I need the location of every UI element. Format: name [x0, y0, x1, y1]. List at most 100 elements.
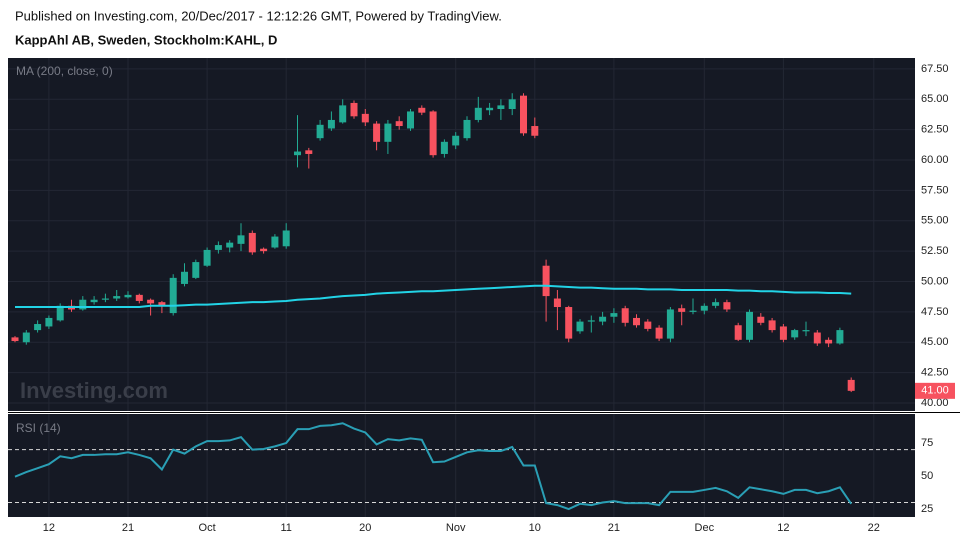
candle-body — [486, 107, 494, 111]
candle-body — [723, 302, 731, 310]
x-tick-label: 20 — [359, 522, 371, 534]
candle-body — [22, 332, 30, 343]
candle-body — [757, 316, 765, 323]
y-tick-label: 57.50 — [921, 184, 949, 196]
candle-body — [813, 332, 821, 344]
candle-body — [520, 95, 527, 134]
candle-body — [11, 337, 19, 342]
candle-body — [90, 299, 98, 303]
candle-body — [339, 105, 347, 123]
x-tick-label: 21 — [122, 522, 134, 534]
candle-body — [384, 123, 392, 142]
x-tick-label: Nov — [446, 522, 466, 534]
candle-body — [260, 248, 268, 252]
candle-body — [802, 330, 810, 332]
candle-body — [429, 111, 437, 156]
x-tick-label: 22 — [868, 522, 880, 534]
x-tick-label: Oct — [199, 522, 216, 534]
candle-body — [373, 123, 381, 142]
rsi-panel — [8, 414, 915, 517]
x-tick-label: 12 — [777, 522, 789, 534]
candle-body — [463, 119, 471, 139]
candle-body — [746, 311, 753, 340]
candle-body — [553, 298, 561, 308]
y-tick-label: 67.50 — [921, 63, 949, 75]
candle-body — [113, 296, 121, 299]
y-tick-label: 40.00 — [921, 397, 949, 409]
price-panel — [8, 58, 915, 411]
symbol-title: KappAhl AB, Sweden, Stockholm:KAHL, D — [15, 32, 277, 47]
y-tick-label: 50 — [921, 470, 933, 482]
candle-body — [599, 316, 607, 322]
candle-body — [56, 305, 64, 321]
rsi-line — [14, 422, 853, 511]
x-tick-label: 21 — [608, 522, 620, 534]
candle-body — [734, 325, 742, 340]
y-tick-label: 62.50 — [921, 124, 949, 136]
candle-body — [101, 298, 109, 300]
candle-body — [779, 326, 787, 340]
candle-body — [621, 308, 629, 323]
candle-body — [327, 119, 335, 129]
candle-body — [452, 135, 460, 146]
candle-body — [237, 235, 245, 244]
candle-body — [79, 299, 87, 310]
candle-body — [531, 126, 539, 136]
candle-body — [350, 102, 358, 117]
candle-body — [248, 232, 256, 253]
candle-body — [316, 124, 324, 139]
candle-body — [181, 271, 188, 284]
y-tick-label: 75 — [921, 437, 933, 449]
ma-line — [15, 284, 852, 309]
publish-info: Published on Investing.com, 20/Dec/2017 … — [15, 8, 502, 23]
candle-body — [45, 317, 53, 327]
watermark: Investing.com — [20, 378, 168, 403]
candle-body — [271, 236, 279, 248]
price-layer — [8, 58, 915, 411]
candle-body — [712, 302, 720, 306]
candle-body — [633, 317, 640, 326]
y-tick-label: 65.00 — [921, 93, 949, 105]
y-tick-label: 50.00 — [921, 275, 949, 287]
candle-body — [700, 305, 708, 311]
ma-label: MA (200, close, 0) — [16, 64, 113, 78]
x-tick-label: 12 — [43, 522, 55, 534]
candle-body — [678, 308, 686, 312]
candle-body — [542, 265, 550, 297]
candle-body — [34, 324, 42, 331]
candle-body — [847, 379, 855, 391]
y-tick-label: 52.50 — [921, 245, 949, 257]
y-tick-label: 42.50 — [921, 367, 949, 379]
candle-body — [158, 302, 166, 306]
last-price-label: 41.00 — [921, 385, 949, 397]
x-tick-label: Dec — [695, 522, 715, 534]
candle-body — [407, 111, 414, 129]
candle-body — [825, 339, 833, 344]
candle-body — [361, 113, 369, 123]
candle-body — [282, 230, 290, 247]
candle-body — [474, 107, 482, 120]
last-price-badge — [915, 382, 955, 399]
y-tick-label: 45.00 — [921, 336, 949, 348]
candle-body — [655, 327, 663, 339]
candle-body — [768, 320, 776, 331]
candle-body — [440, 141, 448, 154]
candle-body — [836, 330, 844, 344]
candle-body — [666, 309, 674, 339]
candle-body — [418, 107, 426, 113]
candle-body — [497, 105, 505, 110]
candle-body — [135, 294, 143, 301]
candle-body — [791, 330, 799, 338]
candle-body — [169, 277, 177, 314]
candle-body — [395, 121, 403, 127]
candle-body — [305, 150, 313, 154]
candle-body — [565, 307, 573, 339]
candle-body — [610, 313, 618, 317]
candle-body — [124, 294, 132, 298]
candle-body — [508, 99, 516, 110]
rsi-label: RSI (14) — [16, 421, 61, 435]
x-tick-label: 10 — [529, 522, 541, 534]
candle-body — [587, 320, 595, 322]
